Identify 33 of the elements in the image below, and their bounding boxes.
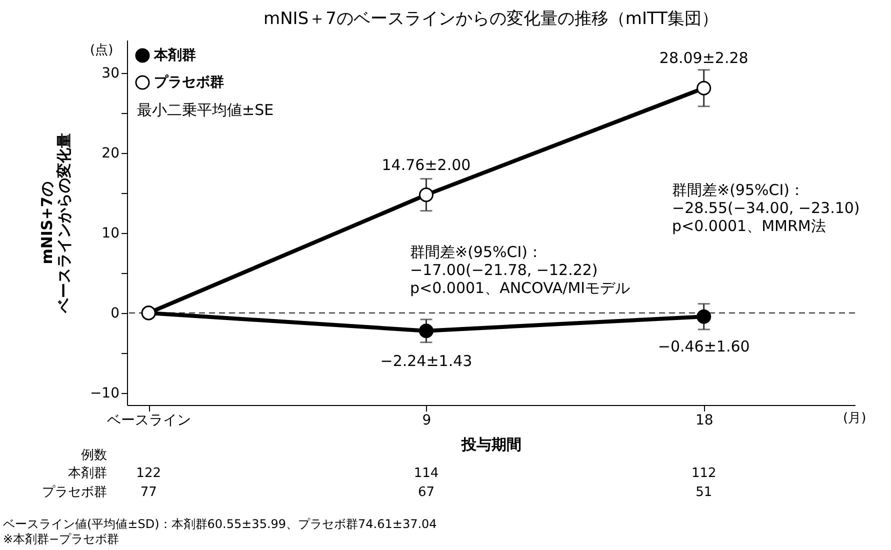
text: 67 bbox=[418, 485, 434, 500]
data-label: 14.76±2.00 bbox=[382, 156, 471, 174]
data-label: 28.09±2.28 bbox=[659, 49, 748, 68]
text: (月) bbox=[843, 411, 866, 426]
legend-label: 本剤群 bbox=[153, 46, 196, 64]
text: (点) bbox=[90, 43, 114, 58]
annotation: 最小二乗平均値±SE bbox=[137, 101, 274, 119]
text: ※本剤群−プラセボ群 bbox=[3, 532, 120, 546]
x-tick-label: 9 bbox=[422, 412, 432, 428]
chart-title: mNIS＋7のベースラインからの変化量の推移（mITT集団） bbox=[264, 9, 718, 29]
y-tick-label: 20 bbox=[102, 145, 120, 162]
x-tick-label: ベースライン bbox=[107, 412, 192, 428]
text: 51 bbox=[696, 485, 712, 500]
data-label: −0.46±1.60 bbox=[658, 338, 750, 356]
text: ベースライン値(平均値±SD)：本剤群60.55±35.99、プラセボ群74.61±37.04 bbox=[3, 517, 437, 531]
text: プラセボ群 bbox=[42, 485, 107, 500]
annotation: 群間差※(95%CI)： −17.00(−21.78, −12.22) p<0.0001、ANCOVA/MIモデル bbox=[410, 243, 630, 297]
y-tick-label: 30 bbox=[102, 65, 120, 82]
legend-label: プラセボ群 bbox=[154, 74, 224, 90]
annotation: 群間差※(95%CI)： −28.55(−34.00, −23.10) p<0.0001、MMRM法 bbox=[672, 181, 860, 235]
y-tick-label: −10 bbox=[90, 385, 120, 402]
text: 122 bbox=[136, 466, 162, 481]
text: 112 bbox=[691, 466, 716, 481]
text: 77 bbox=[140, 485, 157, 500]
y-axis-title: mNIS+7のベースラインからの変化量 bbox=[38, 133, 73, 314]
data-label: −2.24±1.43 bbox=[380, 352, 472, 370]
text: 114 bbox=[414, 466, 439, 481]
x-tick-label: 18 bbox=[695, 412, 714, 428]
text: 例数 bbox=[81, 448, 107, 463]
x-axis-title: 投与期間 bbox=[460, 436, 522, 454]
y-tick-label: 0 bbox=[110, 305, 120, 322]
y-tick-label: 10 bbox=[102, 225, 120, 242]
text: 本剤群 bbox=[68, 466, 107, 481]
